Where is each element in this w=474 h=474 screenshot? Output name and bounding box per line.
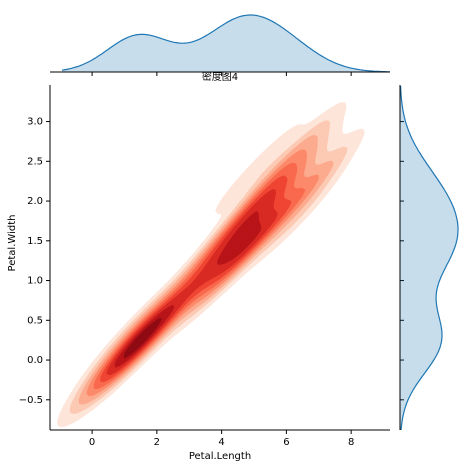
right-marginal-line [400,85,459,431]
y-tick-label: 1.0 [27,276,43,287]
y-axis-label: Petal.Width [7,215,18,272]
right-marginal-area [400,85,458,430]
y-tick-label: 2.0 [27,196,43,207]
y-tick-label: 2.5 [27,156,43,167]
x-tick-label: 8 [348,437,354,448]
x-tick-label: 4 [218,437,224,448]
chart-title: 密度图4 [202,70,238,83]
y-tick-label: 0.5 [27,315,43,326]
x-tick-label: 6 [283,437,289,448]
top-marginal-area [62,15,390,72]
x-tick-label: 2 [154,437,160,448]
top-marginal-line [61,14,390,73]
y-tick-label: 1.5 [27,236,43,247]
density-contour [123,317,163,359]
y-tick-label: 3.0 [27,117,43,128]
top-margin-bg [50,14,395,72]
x-axis-label: Petal.Length [189,451,251,462]
y-tick-label: −0.5 [19,395,43,406]
x-tick-label: 0 [89,437,95,448]
y-tick-label: 0.0 [27,355,43,366]
